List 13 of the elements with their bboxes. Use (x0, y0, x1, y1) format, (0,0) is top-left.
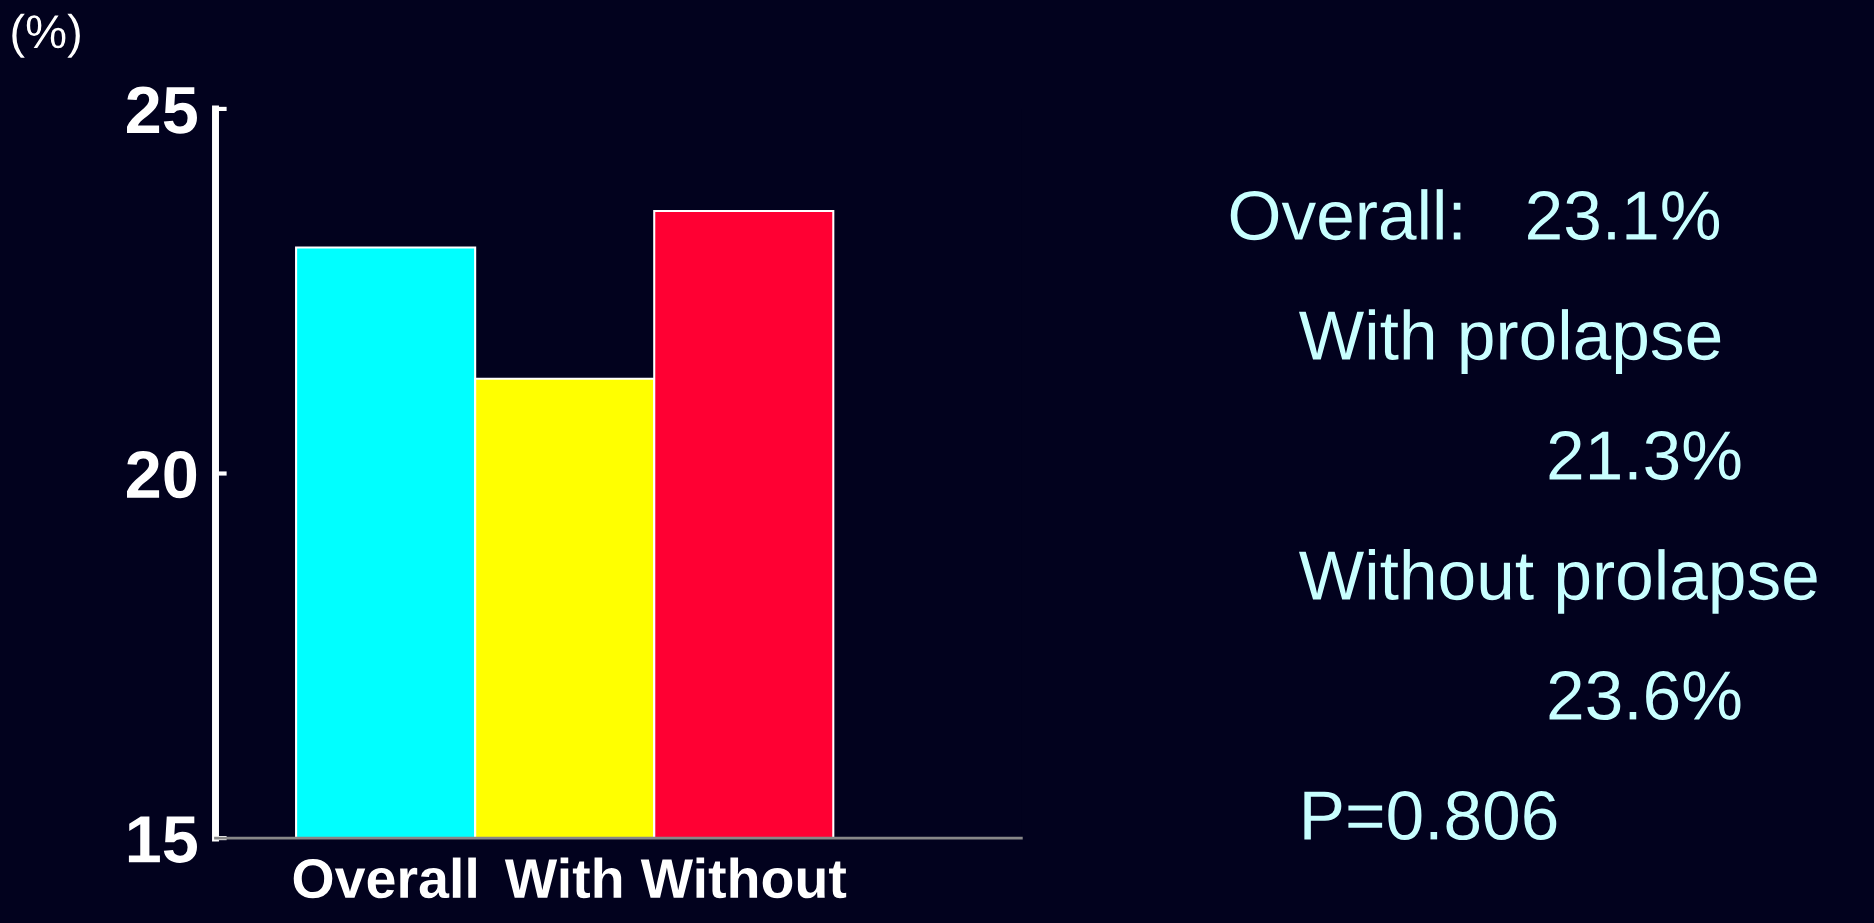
x-tick-label: Overall (293, 857, 476, 899)
text: P=0.806 (1304, 790, 1557, 841)
x-tick-label: Without (640, 857, 847, 899)
y-tick-label: 20 (127, 451, 197, 499)
y-tick-label: 25 (127, 86, 197, 134)
y-tick-label: 15 (128, 816, 197, 863)
text: Without prolapse (1298, 549, 1817, 614)
y-axis-title: (%) (12, 13, 80, 58)
text: 23.6% (1549, 670, 1741, 721)
text: 21.3% (1549, 430, 1741, 481)
text: With prolapse (1298, 309, 1721, 374)
x-tick-label: With (504, 857, 622, 899)
text: Overall: 23.1% (1230, 189, 1720, 241)
